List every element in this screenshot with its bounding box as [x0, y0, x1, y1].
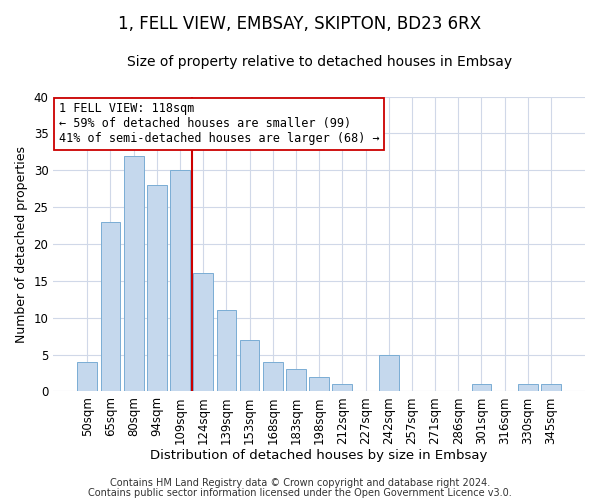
Bar [332, 384, 352, 392]
Text: 1, FELL VIEW, EMBSAY, SKIPTON, BD23 6RX: 1, FELL VIEW, EMBSAY, SKIPTON, BD23 6RX [118, 15, 482, 33]
Title: Size of property relative to detached houses in Embsay: Size of property relative to detached ho… [127, 55, 512, 69]
Bar [286, 370, 306, 392]
Bar [240, 340, 259, 392]
Bar [541, 384, 561, 392]
Bar [472, 384, 491, 392]
Bar [518, 384, 538, 392]
Text: 1 FELL VIEW: 118sqm
← 59% of detached houses are smaller (99)
41% of semi-detach: 1 FELL VIEW: 118sqm ← 59% of detached ho… [59, 102, 379, 146]
Bar [124, 156, 143, 392]
X-axis label: Distribution of detached houses by size in Embsay: Distribution of detached houses by size … [151, 450, 488, 462]
Bar [309, 376, 329, 392]
Bar [170, 170, 190, 392]
Text: Contains public sector information licensed under the Open Government Licence v3: Contains public sector information licen… [88, 488, 512, 498]
Bar [147, 185, 167, 392]
Text: Contains HM Land Registry data © Crown copyright and database right 2024.: Contains HM Land Registry data © Crown c… [110, 478, 490, 488]
Bar [77, 362, 97, 392]
Bar [193, 274, 213, 392]
Bar [101, 222, 121, 392]
Y-axis label: Number of detached properties: Number of detached properties [15, 146, 28, 342]
Bar [379, 354, 398, 392]
Bar [263, 362, 283, 392]
Bar [217, 310, 236, 392]
